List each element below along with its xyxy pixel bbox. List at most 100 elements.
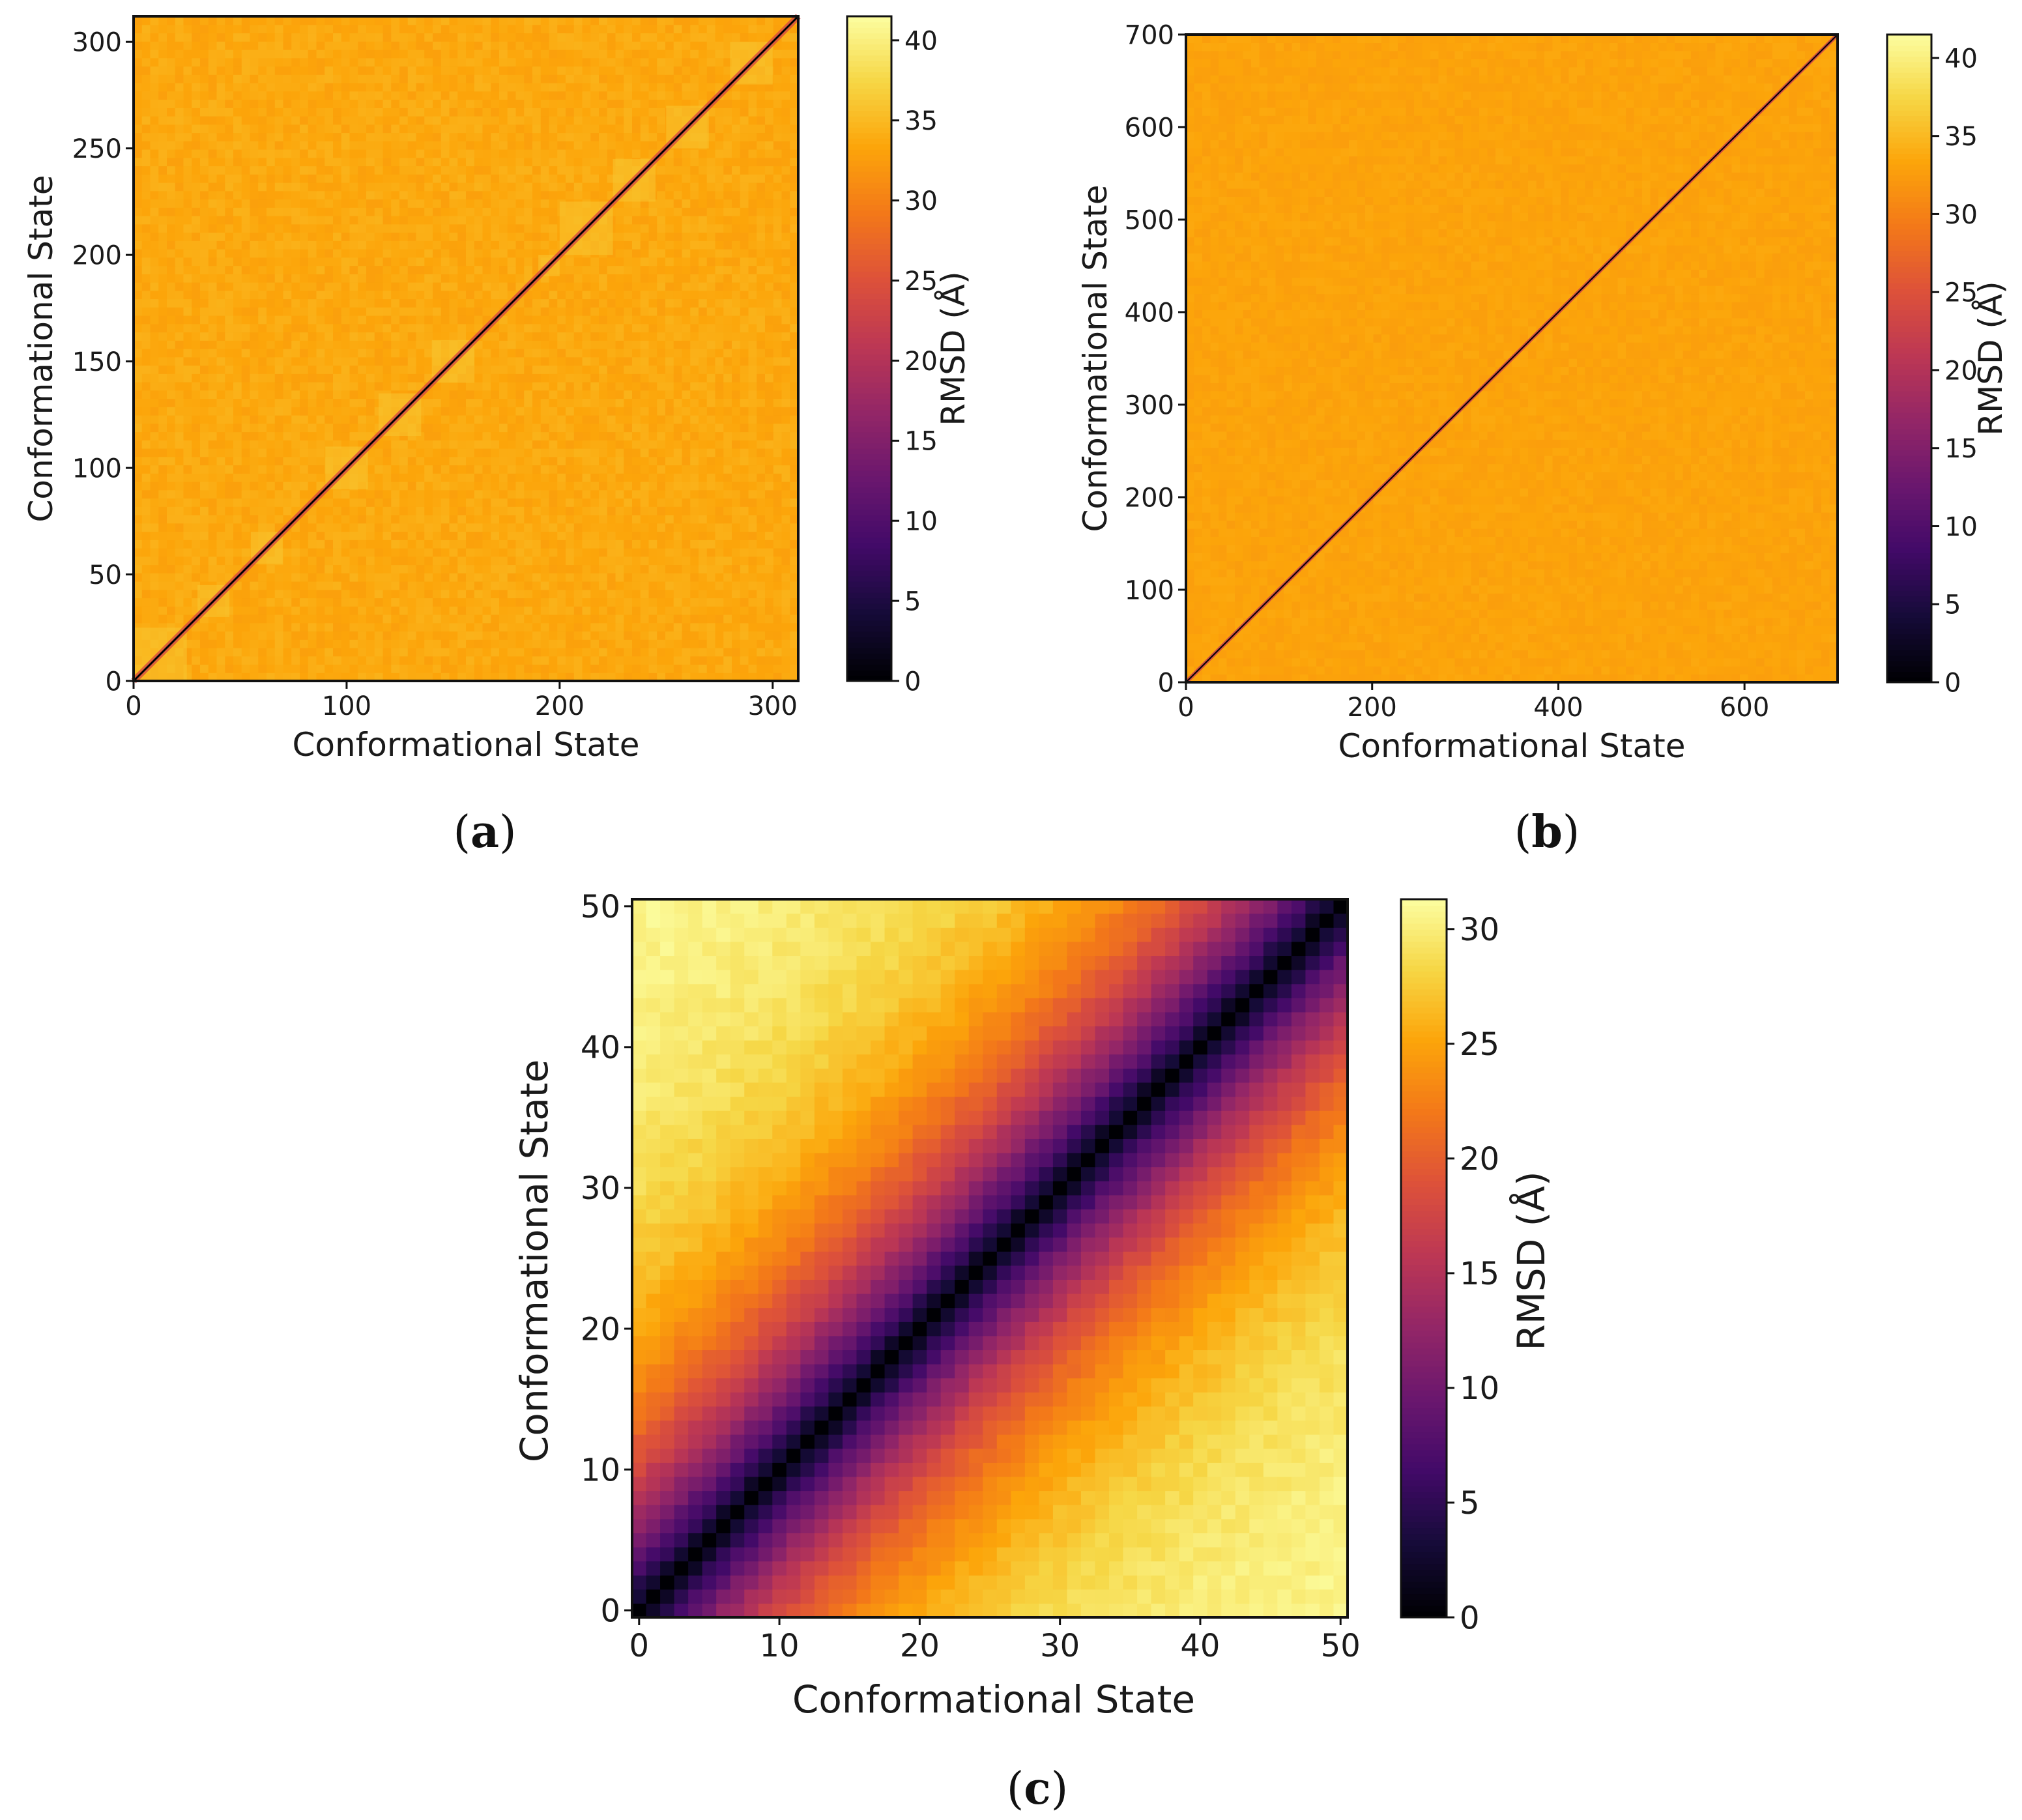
heatmap-a-cell	[624, 323, 633, 333]
heatmap-a-cell	[407, 672, 417, 682]
heatmap-a-cell	[441, 407, 450, 416]
heatmap-a-cell	[474, 282, 484, 291]
heatmap-a-cell	[208, 407, 218, 416]
heatmap-a-cell	[699, 639, 708, 648]
heatmap-a-cell	[557, 315, 566, 325]
heatmap-a-cell	[391, 232, 400, 241]
heatmap-a-cell	[740, 349, 749, 358]
heatmap-a-cell	[449, 448, 458, 457]
heatmap-a-cell	[781, 224, 790, 233]
heatmap-a-cell	[158, 224, 167, 233]
heatmap-a-cell	[325, 340, 334, 349]
heatmap-a-cell	[781, 290, 790, 300]
heatmap-a-cell	[291, 415, 300, 424]
heatmap-a-cell	[457, 216, 467, 225]
heatmap-a-cell	[540, 423, 550, 433]
heatmap-a-cell	[258, 423, 267, 433]
heatmap-a-cell	[757, 548, 766, 557]
heatmap-a-cell	[682, 332, 691, 341]
heatmap-a-cell	[624, 523, 633, 532]
heatmap-a-cell	[441, 456, 450, 466]
heatmap-a-cell	[673, 290, 683, 300]
heatmap-a-cell	[482, 614, 491, 624]
heatmap-a-cell	[540, 332, 550, 341]
heatmap-a-cell	[225, 257, 234, 267]
heatmap-a-cell	[482, 307, 491, 316]
heatmap-a-cell	[732, 423, 741, 433]
heatmap-a-cell	[316, 465, 325, 474]
heatmap-a-cell	[158, 249, 167, 258]
heatmap-a-cell	[308, 415, 317, 424]
heatmap-a-cell	[300, 373, 309, 383]
heatmap-a-cell	[150, 423, 159, 433]
heatmap-a-cell	[540, 482, 550, 491]
heatmap-a-cell	[167, 573, 176, 582]
heatmap-a-cell	[648, 423, 657, 433]
heatmap-a-cell	[300, 157, 309, 167]
heatmap-a-cell	[599, 265, 608, 274]
heatmap-a-cell	[457, 390, 467, 399]
heatmap-a-cell	[216, 199, 225, 208]
heatmap-a-cell	[532, 415, 542, 424]
heatmap-a-cell	[557, 548, 566, 557]
heatmap-a-cell	[283, 431, 292, 441]
heatmap-a-cell	[682, 556, 691, 566]
heatmap-a-cell	[673, 498, 683, 507]
heatmap-a-cell	[515, 473, 525, 482]
heatmap-a-cell	[607, 373, 616, 383]
heatmap-a-cell	[316, 656, 325, 665]
heatmap-a-cell	[657, 523, 666, 532]
heatmap-a-cell	[424, 498, 433, 507]
heatmap-a-cell	[316, 398, 325, 407]
heatmap-a-cell	[740, 332, 749, 341]
heatmap-a-cell	[341, 232, 351, 241]
heatmap-a-cell	[241, 631, 251, 640]
heatmap-a-cell	[258, 340, 267, 349]
heatmap-a-cell	[267, 199, 276, 208]
heatmap-a-cell	[732, 548, 741, 557]
heatmap-a-cell	[341, 648, 351, 657]
heatmap-a-cell	[699, 390, 708, 399]
heatmap-a-cell	[233, 298, 242, 308]
heatmap-a-cell	[225, 664, 234, 673]
heatmap-a-cell	[540, 373, 550, 383]
heatmap-a-cell	[491, 672, 500, 682]
heatmap-a-cell	[325, 190, 334, 200]
heatmap-a-cell	[466, 216, 475, 225]
heatmap-a-cell	[225, 407, 234, 416]
heatmap-a-cell	[183, 448, 192, 457]
heatmap-a-cell	[433, 174, 442, 183]
heatmap-a-cell	[715, 515, 724, 524]
heatmap-a-cell	[383, 224, 392, 233]
heatmap-a-cell	[515, 482, 525, 491]
heatmap-a-cell	[540, 664, 550, 673]
heatmap-a-cell	[582, 672, 591, 682]
heatmap-a-cell	[582, 515, 591, 524]
heatmap-a-cell	[158, 448, 167, 457]
heatmap-a-cell	[267, 482, 276, 491]
heatmap-a-cell	[200, 407, 209, 416]
heatmap-a-cell	[216, 315, 225, 325]
heatmap-a-cell	[748, 166, 757, 175]
heatmap-a-cell	[632, 323, 641, 333]
heatmap-a-cell	[258, 332, 267, 341]
heatmap-a-cell	[474, 415, 484, 424]
heatmap-a-cell	[748, 216, 757, 225]
heatmap-a-cell	[241, 589, 251, 599]
heatmap-a-cell	[183, 298, 192, 308]
heatmap-a-cell	[781, 199, 790, 208]
heatmap-a-cell	[449, 498, 458, 507]
heatmap-a-cell	[632, 440, 641, 449]
heatmap-a-cell	[424, 656, 433, 665]
heatmap-a-cell	[557, 382, 566, 391]
heatmap-a-cell	[241, 523, 251, 532]
heatmap-a-cell	[582, 523, 591, 532]
heatmap-a-cell	[657, 440, 666, 449]
heatmap-a-cell	[757, 315, 766, 325]
heatmap-a-cell	[757, 282, 766, 291]
heatmap-a-cell	[424, 489, 433, 499]
heatmap-a-cell	[267, 373, 276, 383]
heatmap-a-cell	[457, 515, 467, 524]
heatmap-a-cell	[216, 307, 225, 316]
heatmap-a-cell	[283, 274, 292, 283]
